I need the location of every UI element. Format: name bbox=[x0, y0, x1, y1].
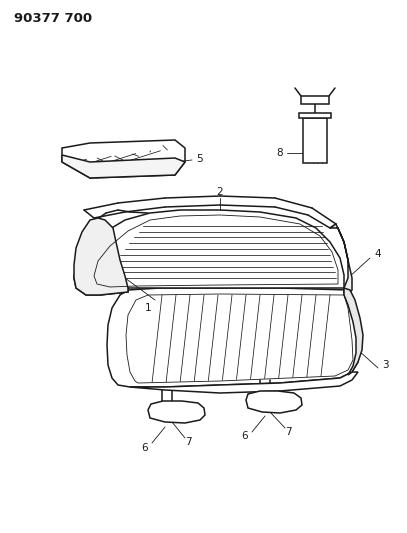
Text: 90377 700: 90377 700 bbox=[14, 12, 92, 25]
Polygon shape bbox=[74, 218, 128, 295]
Text: 7: 7 bbox=[284, 427, 291, 437]
Text: 7: 7 bbox=[185, 437, 191, 447]
Text: 2: 2 bbox=[217, 187, 223, 197]
Polygon shape bbox=[303, 118, 327, 163]
Polygon shape bbox=[62, 140, 185, 178]
Text: 8: 8 bbox=[276, 148, 283, 158]
Text: 6: 6 bbox=[241, 431, 248, 441]
Text: 6: 6 bbox=[141, 443, 148, 453]
Polygon shape bbox=[130, 372, 358, 393]
Polygon shape bbox=[301, 96, 329, 104]
Polygon shape bbox=[344, 288, 363, 375]
Polygon shape bbox=[74, 210, 344, 295]
Text: 3: 3 bbox=[382, 360, 389, 370]
Polygon shape bbox=[299, 113, 331, 118]
Polygon shape bbox=[246, 391, 302, 413]
Polygon shape bbox=[148, 401, 205, 423]
Text: 4: 4 bbox=[374, 249, 381, 259]
Polygon shape bbox=[330, 224, 352, 295]
Text: 1: 1 bbox=[144, 303, 151, 313]
Polygon shape bbox=[107, 288, 360, 387]
Text: 5: 5 bbox=[196, 154, 203, 164]
Polygon shape bbox=[62, 155, 185, 178]
